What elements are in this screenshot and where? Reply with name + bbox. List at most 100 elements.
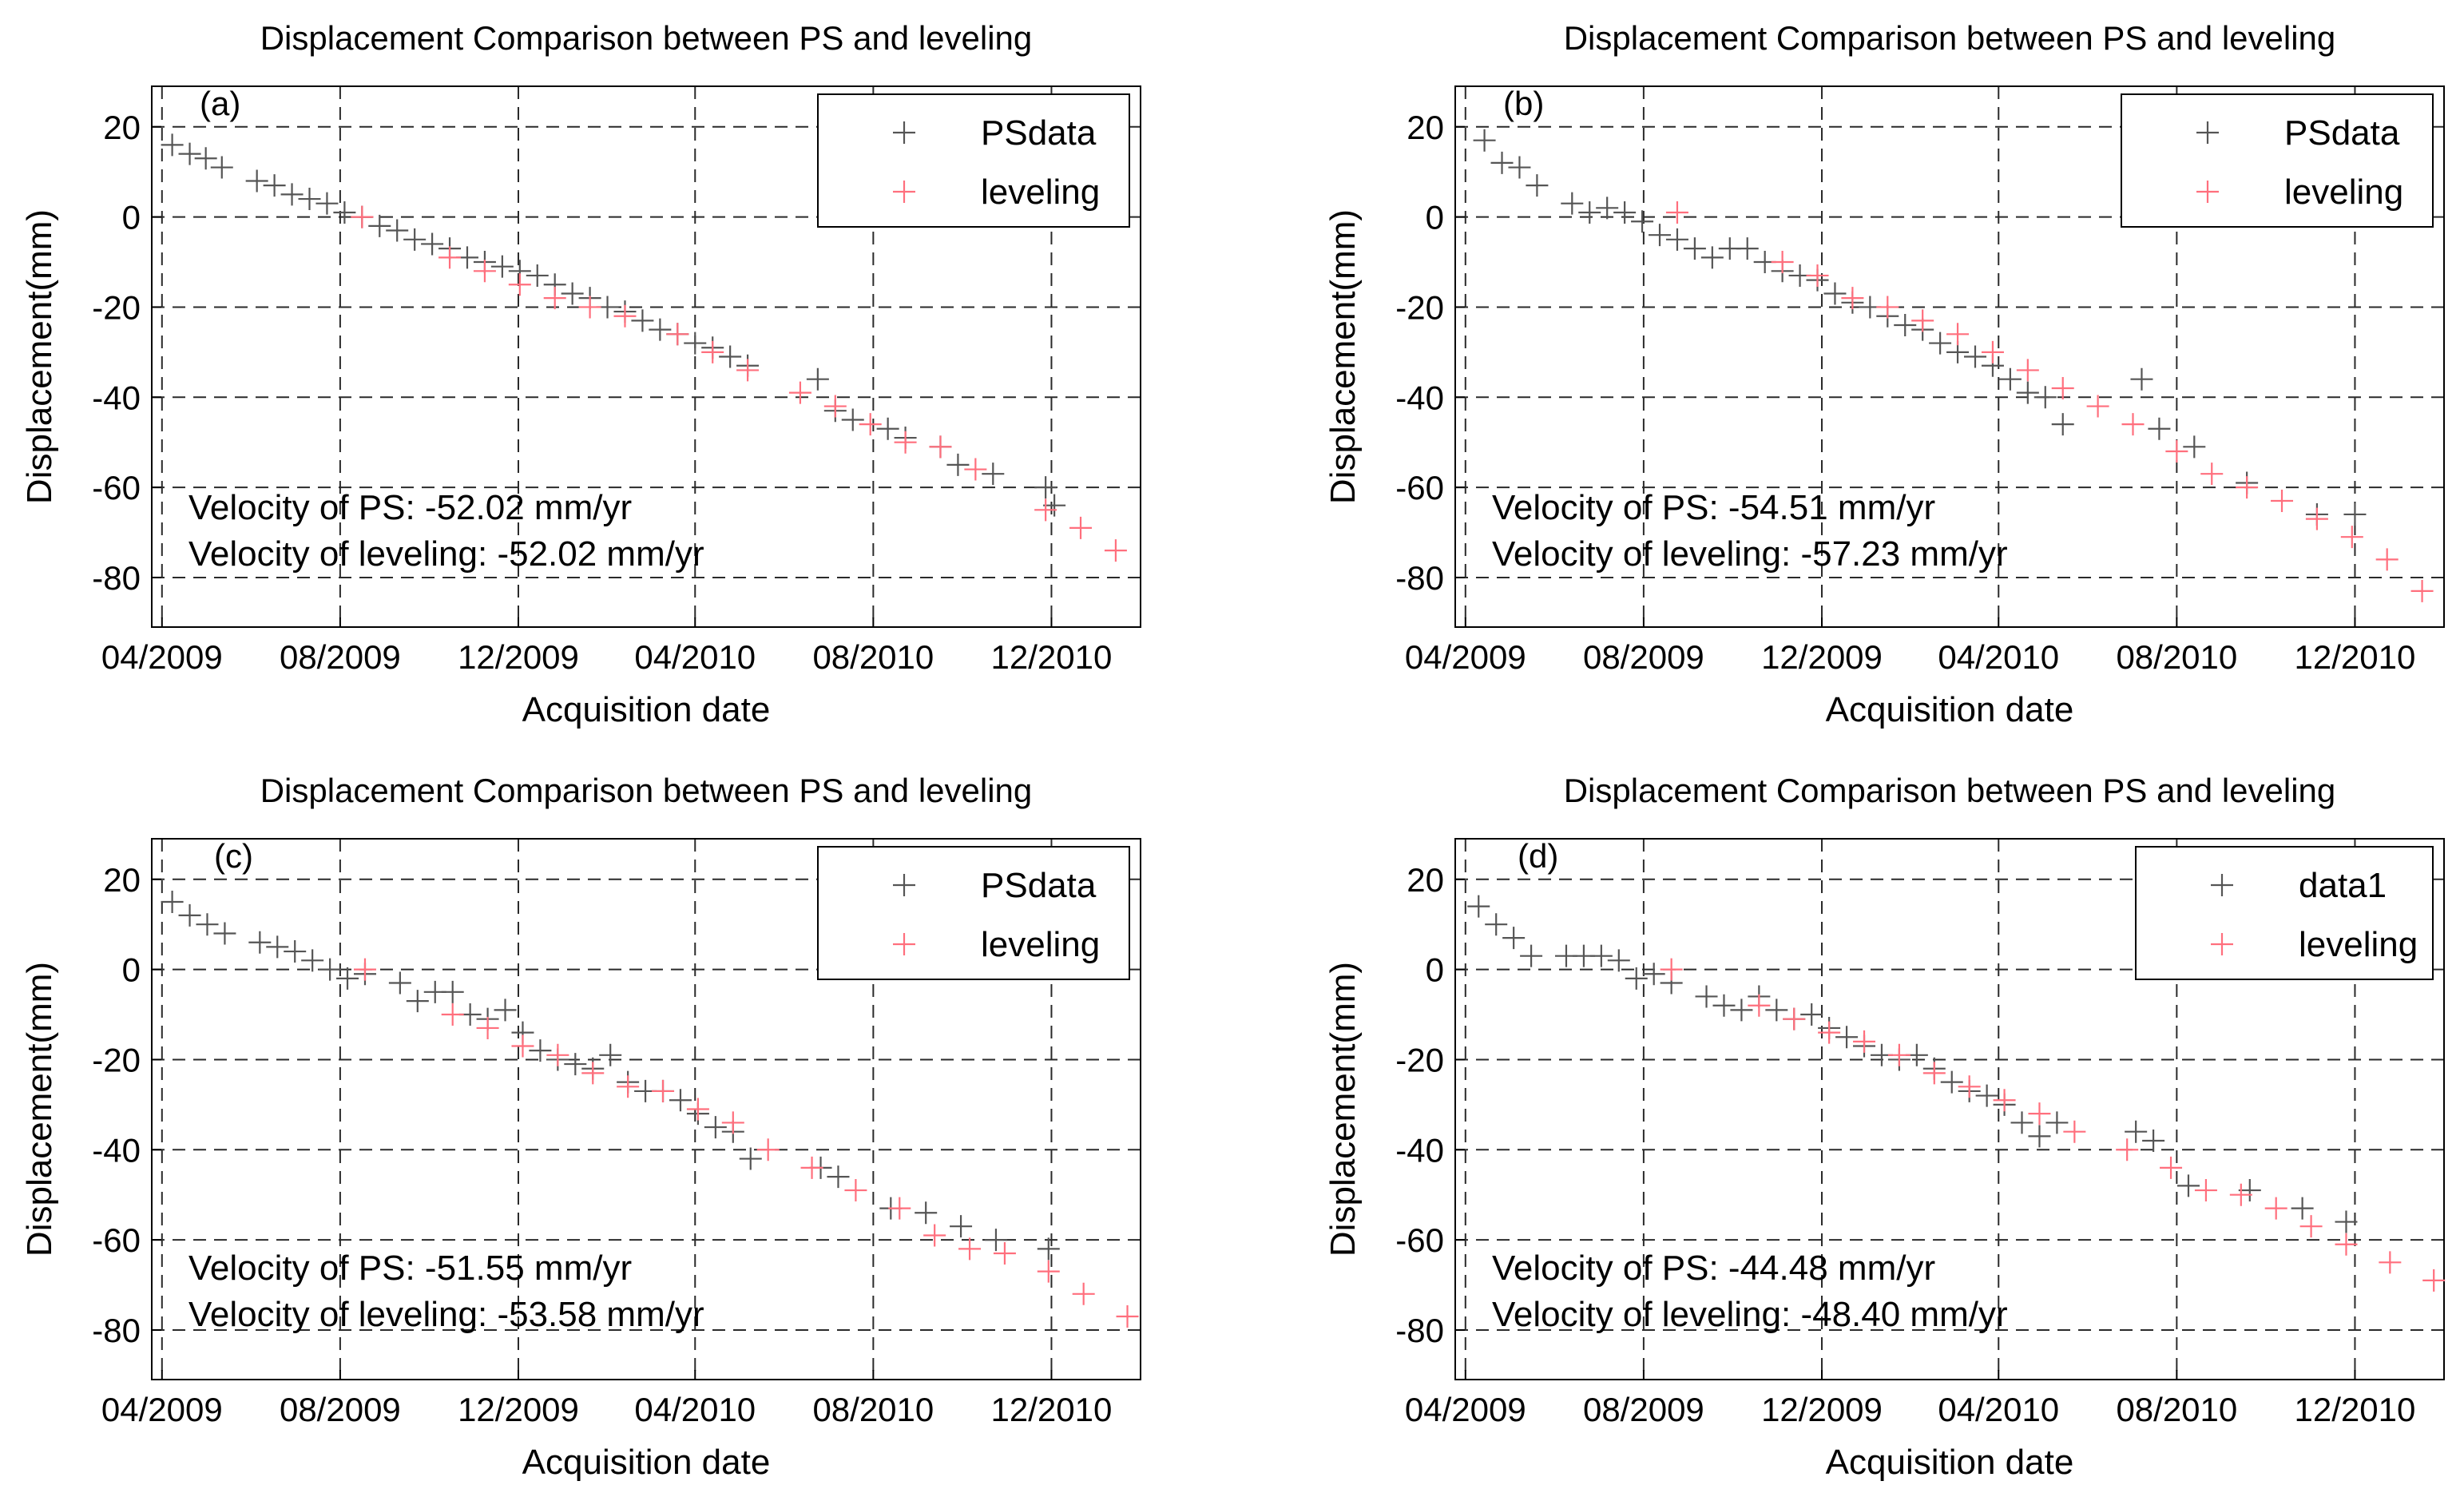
leveling-data-point [701,340,724,363]
legend-box [817,93,1130,228]
leveling-data-point [617,1075,640,1098]
ps-data-point [2291,1197,2314,1220]
ps-data-point [1589,944,1613,967]
ps-data-point [421,232,444,256]
y-tick-label: 20 [103,861,141,899]
ps-data-point [336,967,359,990]
legend-box [817,846,1130,980]
ps-data-point [1034,476,1057,499]
leveling-data-point [1069,516,1093,539]
y-axis-label: Displacement(mm) [1323,209,1363,504]
ps-data-point [284,940,307,963]
legend-marker-leveling [2196,181,2219,203]
ps-data-point [1613,201,1637,224]
plot-frame [151,838,1141,1380]
legend-marker-ps [2196,121,2219,144]
legend: PSdata leveling [2121,93,2434,228]
ps-data-point [403,228,427,251]
leveling-data-point [2051,376,2074,399]
x-tick-label: 12/2009 [458,1391,579,1428]
x-axis-label: Acquisition date [522,690,771,729]
ps-data-point [876,417,899,440]
ps-data-point [684,332,707,355]
x-tick-label: 04/2009 [1405,1391,1526,1428]
ps-data-point [599,1043,622,1066]
x-tick-label: 12/2010 [991,1391,1113,1428]
ps-data-point [1736,237,1759,260]
ps-data-point [2183,435,2206,459]
leveling-data-point [2116,1138,2139,1161]
series-leveling [351,205,1127,562]
leveling-data-point [2028,1102,2051,1126]
leveling-data-point [652,1079,675,1102]
y-tick-label: -40 [92,1131,141,1169]
ps-data-point [2010,1111,2033,1134]
x-tick-label: 08/2010 [2116,1391,2237,1428]
x-tick-label: 04/2010 [1938,638,2059,676]
leveling-data-point [508,273,531,296]
leveling-data-point [438,246,462,269]
ps-data-point [2016,381,2039,404]
leveling-data-point [2236,476,2259,499]
leveling-data-point [2410,579,2434,602]
legend-label-ps: PSdata [981,113,1097,153]
ps-data-point [982,463,1005,486]
leveling-data-point [958,1237,982,1261]
y-tick-label: 0 [122,951,141,989]
x-tick-label: 12/2009 [1761,638,1883,676]
ps-data-point [1712,994,1736,1017]
ps-data-point [1485,913,1508,936]
leveling-data-point [929,435,952,459]
x-axis-label: Acquisition date [1826,690,2074,729]
velocity-leveling-annotation: Velocity of leveling: -57.23 mm/yr [1492,534,2008,574]
leveling-data-point [613,304,637,328]
leveling-data-point [511,1034,534,1058]
ps-data-point [1596,197,1619,220]
x-axis-label: Acquisition date [1826,1443,2074,1482]
ps-data-point [2125,1120,2148,1143]
ps-data-point [1043,494,1066,517]
ps-data-point [1631,210,1654,233]
x-tick-label: 08/2010 [2116,638,2237,676]
leveling-data-point [1771,251,1794,274]
leveling-data-point [1034,498,1057,522]
ps-data-point [1649,224,1672,247]
grid-lines [1455,839,2444,1380]
ps-data-point [1700,246,1724,269]
y-tick-label: -60 [92,469,141,506]
y-tick-label: 0 [122,199,141,236]
ps-data-point [1800,1003,1823,1026]
ps-data-point [196,913,219,936]
legend-marker-leveling [2211,933,2233,955]
x-tick-label: 08/2009 [280,1391,401,1428]
legend-marker-leveling [893,181,915,203]
series-leveling [1665,201,2434,602]
panel-label: (c) [214,837,253,875]
ps-data-point [388,971,411,995]
plot-frame [1454,85,2445,628]
leveling-data-point [844,1179,867,1202]
leveling-data-point [1841,287,1864,310]
ps-data-point [827,1165,850,1189]
y-axis-label: Displacement(mm) [20,209,59,504]
x-tick-label: 04/2010 [1938,1391,2059,1428]
ps-data-point [1929,332,1952,355]
ps-data-point [490,255,514,278]
leveling-data-point [1806,264,1829,287]
ps-data-point [915,1201,938,1225]
leveling-data-point [894,431,917,454]
x-tick-label: 08/2009 [1583,638,1704,676]
leveling-data-point [788,381,811,404]
ps-data-point [1578,201,1601,224]
leveling-data-point [476,1016,499,1039]
plot-frame [151,85,1141,628]
ps-data-point [1526,174,1549,197]
velocity-leveling-annotation: Velocity of leveling: -53.58 mm/yr [188,1295,704,1334]
ps-data-point [1730,999,1753,1022]
velocity-ps-annotation: Velocity of PS: -52.02 mm/yr [188,488,632,527]
leveling-data-point [756,1138,780,1161]
ps-data-point [1765,999,1788,1022]
leveling-data-point [1818,1021,1841,1044]
chart-title: Displacement Comparison between PS and l… [260,19,1033,57]
chart-panel-b: Displacement Comparison between PS and l… [1323,19,2445,729]
